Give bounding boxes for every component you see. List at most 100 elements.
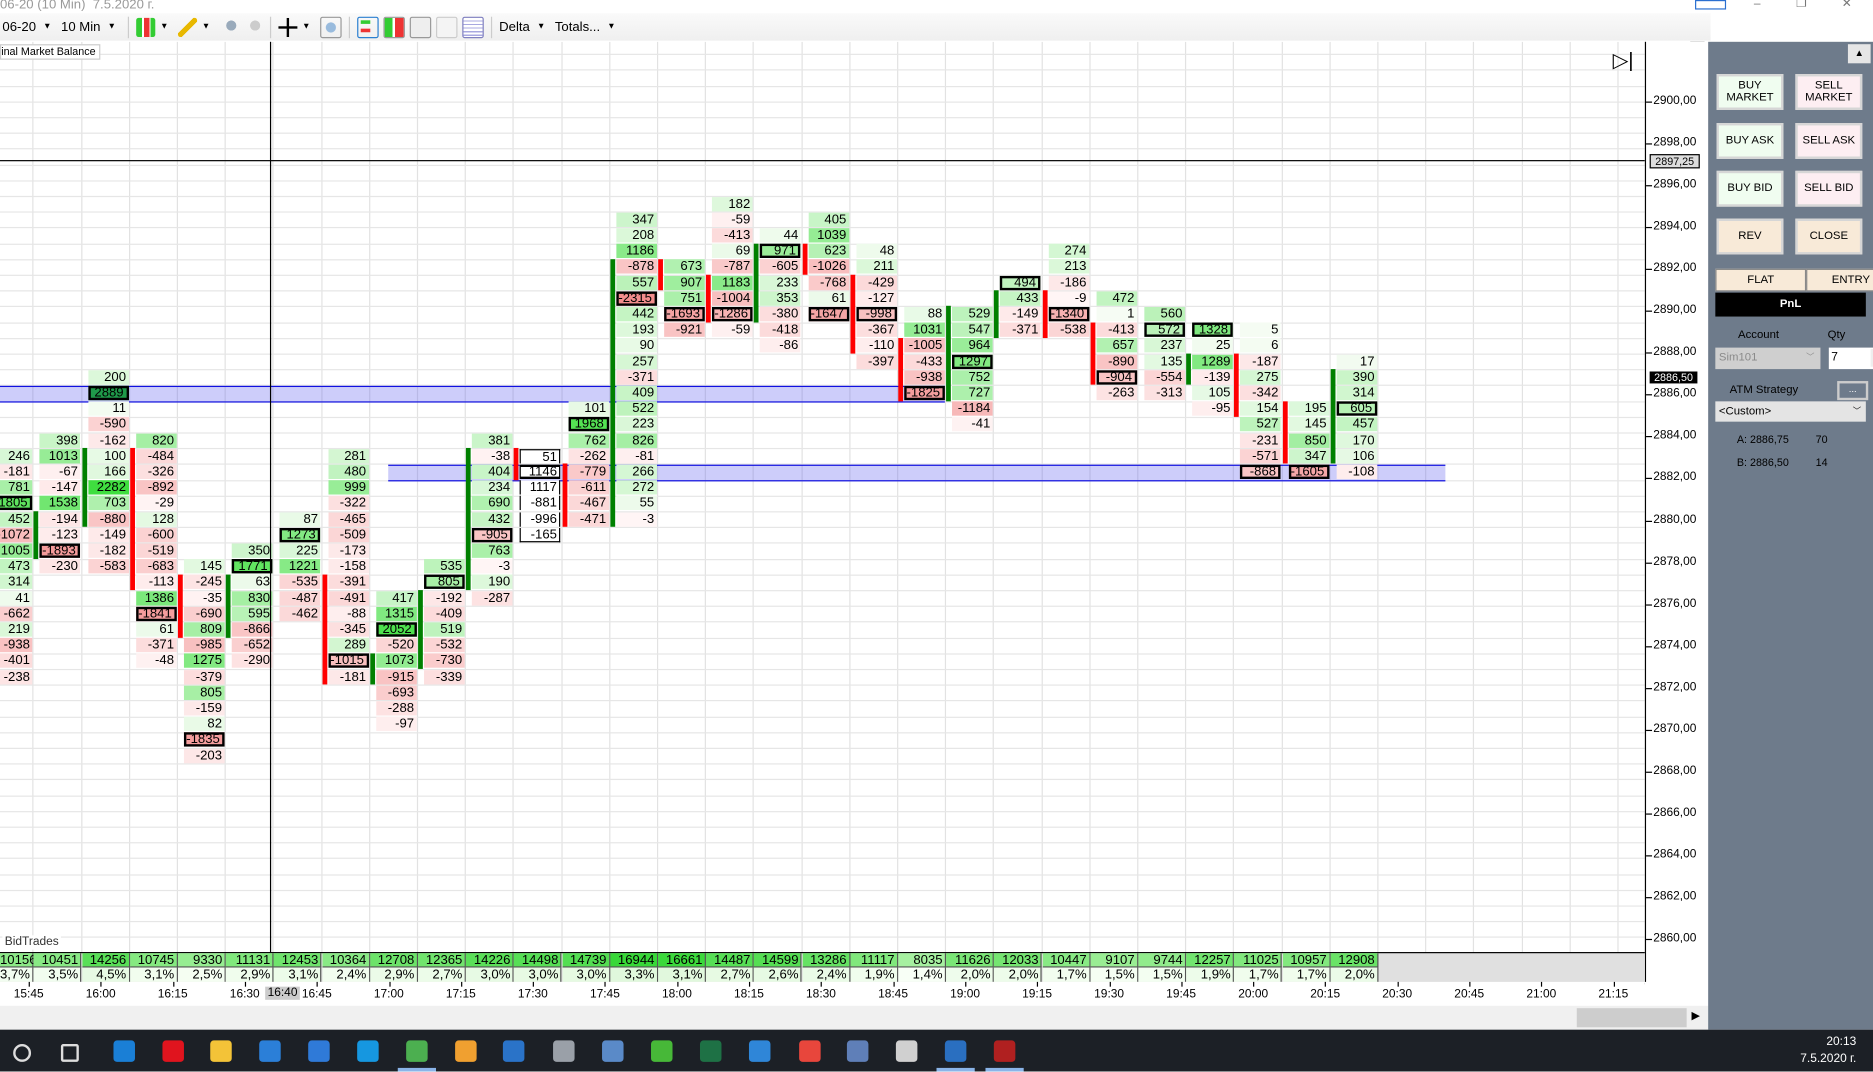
scroll-right-icon[interactable]: ▶ xyxy=(1691,1009,1700,1022)
grid-line-vertical xyxy=(752,41,755,953)
horizontal-scrollbar[interactable]: ▶ xyxy=(0,1005,1709,1030)
window-active-button[interactable] xyxy=(1695,0,1727,10)
taskbar-clock[interactable]: 20:13 7.5.2020 г. xyxy=(1800,1034,1856,1067)
close-position-button[interactable]: CLOSE xyxy=(1795,218,1863,255)
grid-line-horizontal xyxy=(0,353,1645,355)
scrollbar-thumb[interactable] xyxy=(1576,1008,1687,1028)
ask-size: 70 xyxy=(1815,433,1828,446)
bird-app-icon[interactable] xyxy=(553,1040,575,1062)
excel-icon[interactable] xyxy=(699,1040,722,1062)
anydesk-icon[interactable] xyxy=(799,1040,821,1062)
pencil-icon[interactable] xyxy=(177,17,198,37)
delta-cell: 190 xyxy=(471,575,513,590)
grid-line-horizontal xyxy=(0,117,1645,119)
sell-ask-button[interactable]: SELL ASK xyxy=(1795,123,1863,159)
sell-market-button[interactable]: SELL MARKET xyxy=(1795,74,1863,110)
delta-cell: -186 xyxy=(1048,275,1089,290)
chevron-down-icon[interactable]: ▼ xyxy=(302,22,311,32)
chrome-icon[interactable] xyxy=(406,1040,428,1062)
price-tick-label: 2884,00 xyxy=(1653,429,1697,443)
instrument-selector[interactable]: 06-20 xyxy=(2,19,37,35)
delta-cell: -535 xyxy=(279,575,321,590)
chevron-down-icon[interactable]: ▼ xyxy=(43,22,52,32)
chevron-down-icon[interactable]: ▼ xyxy=(201,22,211,32)
atm-more-button[interactable]: ... xyxy=(1837,381,1869,401)
network-icon[interactable] xyxy=(602,1040,624,1062)
percent-cell: 2,7% xyxy=(417,967,466,982)
store-icon[interactable] xyxy=(259,1040,281,1062)
grid-line-vertical xyxy=(848,41,851,953)
qty-stepper[interactable]: 7▲▼ xyxy=(1828,347,1873,370)
atm-strategy-select[interactable]: <Custom> ﹀ xyxy=(1715,401,1866,422)
grid-line-vertical xyxy=(993,41,995,953)
mail-client-icon[interactable] xyxy=(502,1040,525,1062)
delta-cell: -173 xyxy=(327,543,369,558)
percent-cell: 3,7% xyxy=(0,967,34,982)
properties-icon[interactable] xyxy=(462,16,484,38)
delta-cell: 480 xyxy=(327,464,369,480)
chevron-down-icon[interactable]: ▼ xyxy=(536,22,546,32)
photos-icon[interactable] xyxy=(944,1040,967,1062)
totals-selector[interactable]: Totals... xyxy=(554,19,601,35)
chevron-down-icon[interactable]: ▼ xyxy=(160,22,169,32)
study-selector[interactable]: Delta xyxy=(499,19,530,35)
interval-selector[interactable]: 10 Min xyxy=(61,19,101,35)
crosshair-icon[interactable] xyxy=(278,17,298,37)
percent-cell: 1,9% xyxy=(850,967,899,982)
save-icon[interactable] xyxy=(846,1040,869,1062)
reverse-button[interactable]: REV xyxy=(1716,218,1784,255)
grid-line-horizontal xyxy=(0,180,1645,182)
calendar-icon[interactable] xyxy=(308,1040,330,1062)
price-axis[interactable]: 2900,00 2898,00 2896,00 2894,00 2892,00 2890,… xyxy=(1644,41,1709,982)
grid-line-horizontal xyxy=(0,795,1645,797)
volume-cell: 10447 xyxy=(1042,953,1091,968)
grid-line-vertical xyxy=(32,41,34,953)
close-window-button[interactable]: ✕ xyxy=(1841,0,1852,11)
chart-trader-icon[interactable] xyxy=(409,16,432,38)
paint-icon[interactable] xyxy=(455,1040,477,1062)
buy-market-button[interactable]: BUY MARKET xyxy=(1716,74,1784,110)
edge-icon[interactable] xyxy=(113,1040,135,1062)
delta-cell: 272 xyxy=(615,480,657,495)
buy-ask-button[interactable]: BUY ASK xyxy=(1716,123,1784,159)
candles-icon[interactable] xyxy=(383,16,405,38)
sell-bid-button[interactable]: SELL BID xyxy=(1795,170,1863,207)
footprint-icon[interactable] xyxy=(356,16,379,38)
volume-cell: 14226 xyxy=(465,953,514,968)
file-explorer-icon[interactable] xyxy=(210,1040,232,1062)
delta-cell: -484 xyxy=(135,448,177,464)
maximize-button[interactable]: ❐ xyxy=(1795,0,1807,11)
app-icon[interactable] xyxy=(993,1040,1016,1062)
buy-bid-button[interactable]: BUY BID xyxy=(1716,170,1784,207)
zoom-in-icon[interactable] xyxy=(219,17,239,37)
chart-style-icon[interactable] xyxy=(136,17,156,37)
grid-line-vertical xyxy=(128,41,130,953)
candle-body-down xyxy=(1090,322,1096,386)
delta-cell: 390 xyxy=(1336,370,1377,385)
bid-price: B: 2886,50 xyxy=(1736,456,1789,469)
delta-cell: -313 xyxy=(1144,385,1185,401)
time-axis[interactable]: 15:45 16:00 16:15 16:30 16:45 17:00 17:15 17:30… xyxy=(0,981,1645,1006)
minimize-button[interactable]: – xyxy=(1753,0,1761,11)
footprint-chart[interactable]: 246-1817811805452-1072100547331441-66221… xyxy=(0,41,1645,953)
ninjatrader-icon[interactable] xyxy=(651,1040,673,1062)
skype-icon[interactable] xyxy=(357,1040,379,1062)
opera-icon[interactable] xyxy=(162,1040,184,1062)
data-box-icon[interactable] xyxy=(435,16,458,38)
delta-cell: 213 xyxy=(1048,259,1089,275)
collapse-panel-button[interactable]: ▲ xyxy=(1847,44,1871,64)
chevron-down-icon[interactable]: ▼ xyxy=(107,22,116,32)
delta-cell: -110 xyxy=(856,338,897,353)
chevron-down-icon[interactable]: ▼ xyxy=(607,22,616,32)
mail-icon[interactable] xyxy=(748,1040,771,1062)
calculator-icon[interactable] xyxy=(895,1040,918,1062)
price-tick-label: 2872,00 xyxy=(1653,680,1697,694)
search-icon[interactable] xyxy=(13,1044,32,1062)
skip-to-end-icon[interactable]: ▷| xyxy=(1612,48,1634,72)
magnifier-icon[interactable] xyxy=(319,16,342,38)
account-select[interactable]: Sim101 ﹀ xyxy=(1715,347,1821,370)
price-tick-label: 2878,00 xyxy=(1653,554,1697,569)
zoom-out-icon[interactable] xyxy=(243,17,263,37)
delta-cell: -35 xyxy=(183,590,225,606)
task-view-icon[interactable] xyxy=(60,1044,79,1062)
